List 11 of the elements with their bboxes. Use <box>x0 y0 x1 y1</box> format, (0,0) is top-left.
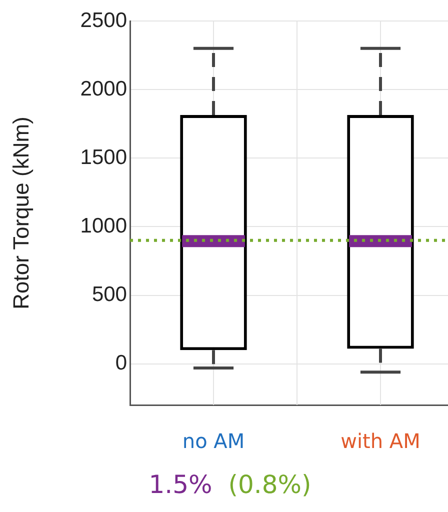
y-tick-label: 2500 <box>80 8 127 32</box>
x-tick-label: no AM <box>182 429 245 454</box>
y-tick-label: 1500 <box>80 146 127 169</box>
y-tick-label: 2000 <box>80 77 127 100</box>
y-tick-label: 1000 <box>80 214 127 238</box>
text: 1.5% <box>148 470 212 499</box>
y-tick-label: 500 <box>92 283 127 306</box>
x-tick-label: with AM <box>340 429 420 454</box>
text: (0.8%) <box>228 470 312 499</box>
y-axis-title: Rotor Torque (kNm) <box>8 116 34 310</box>
y-tick-label: 0 <box>115 352 127 375</box>
